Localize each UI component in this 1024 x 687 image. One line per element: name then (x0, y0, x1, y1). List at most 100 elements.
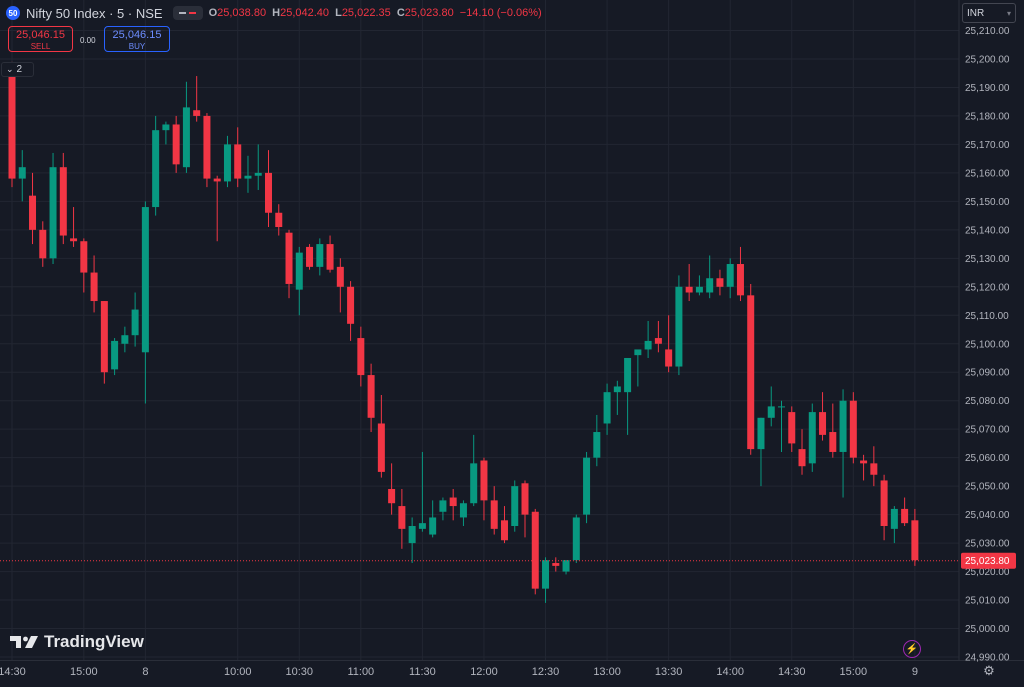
buy-price: 25,046.15 (112, 29, 162, 41)
candle (470, 434, 478, 507)
candle-body (901, 508, 909, 524)
sell-price: 25,046.15 (16, 29, 65, 41)
candle (500, 506, 508, 544)
toggle-icon[interactable] (172, 6, 203, 20)
candle (890, 506, 898, 544)
settings-icon[interactable]: ⚙ (983, 663, 995, 678)
candle (254, 144, 262, 190)
candle (70, 207, 78, 247)
candle (562, 560, 570, 575)
candle (808, 403, 816, 472)
candle (131, 292, 139, 347)
y-tick-label: 25,020.00 (965, 567, 1010, 578)
candle (357, 326, 365, 387)
candle-body (388, 488, 396, 504)
candle-body (234, 144, 242, 179)
candle-body (326, 244, 334, 270)
lightning-icon[interactable]: ⚡ (903, 640, 921, 658)
candle (665, 315, 673, 373)
candle (685, 264, 693, 302)
candle-body (521, 483, 529, 515)
candle-body (459, 503, 467, 518)
candle-body (18, 167, 26, 179)
y-tick-label: 25,160.00 (965, 168, 1010, 179)
candle (172, 115, 180, 173)
candle-body (757, 417, 765, 450)
candle (223, 135, 231, 188)
candle-body (583, 457, 591, 515)
x-tick-label: 13:30 (655, 666, 683, 678)
candle (8, 61, 16, 188)
candle-body (152, 130, 160, 208)
buy-button[interactable]: 25,046.15 BUY (104, 26, 170, 52)
candle (377, 395, 385, 478)
candle (757, 417, 765, 487)
candle-body (685, 286, 693, 293)
buy-label: BUY (128, 42, 146, 51)
candle (778, 400, 785, 452)
candle (418, 451, 426, 532)
candle-body (70, 238, 78, 242)
candle (347, 281, 355, 341)
candle (572, 514, 580, 564)
y-tick-label: 25,040.00 (965, 510, 1010, 521)
x-tick-label: 12:00 (470, 666, 498, 678)
price-axis[interactable]: 24,990.0025,000.0025,010.0025,020.0025,0… (965, 26, 1010, 664)
y-tick-label: 25,190.00 (965, 83, 1010, 94)
candle (265, 150, 272, 227)
candle-body (39, 229, 47, 259)
candle (295, 246, 303, 316)
candle-body (603, 392, 611, 424)
x-tick-label: 10:30 (286, 666, 314, 678)
candle (726, 258, 734, 299)
candle (306, 244, 314, 270)
y-tick-label: 25,080.00 (965, 396, 1010, 407)
candle (29, 172, 37, 245)
ohlc-values: O25,038.80 H25,042.40 L25,022.35 C25,023… (208, 7, 542, 19)
candle-body (306, 246, 314, 267)
candle-body (367, 375, 375, 418)
candle (39, 221, 47, 267)
candle (767, 386, 775, 427)
candle-body (808, 412, 816, 464)
sell-button[interactable]: 25,046.15 SELL (8, 26, 73, 52)
candle-body (911, 520, 919, 561)
candle-body (162, 124, 170, 131)
candle (624, 357, 632, 435)
candle (613, 380, 621, 415)
candle (336, 258, 344, 313)
candle-body (572, 517, 580, 561)
time-axis[interactable]: 14:30 15:00 8 10:00 10:30 11:00 11:30 12:00 12:3… (0, 666, 918, 678)
y-tick-label: 24,990.00 (965, 653, 1010, 664)
candle (531, 508, 539, 595)
candle-body (849, 400, 857, 458)
y-tick-label: 25,110.00 (965, 311, 1009, 322)
symbol-title[interactable]: Nifty 50 Index · 5 · NSE (26, 5, 163, 21)
last-price-tag (961, 552, 1016, 569)
x-tick-label: 11:00 (347, 666, 374, 678)
candle-body (80, 241, 88, 273)
x-tick-label: 12:30 (532, 666, 560, 678)
candle-body (449, 497, 457, 507)
candle-body (880, 480, 888, 527)
candle (901, 497, 909, 527)
candle (788, 406, 796, 452)
currency-selector[interactable]: INR ▾ (962, 3, 1016, 23)
candle-body (706, 278, 714, 293)
candle-body (398, 506, 406, 529)
indicator-legend-toggle[interactable]: ⌄ 2 (1, 62, 34, 77)
candle (244, 155, 252, 193)
candle (121, 326, 129, 353)
tradingview-logo[interactable]: TradingView (10, 632, 144, 652)
indicator-count: 2 (16, 64, 23, 75)
candle (285, 229, 293, 299)
candle-body (295, 252, 303, 290)
candle (634, 349, 642, 387)
candle (706, 255, 714, 299)
candle-body (747, 295, 755, 450)
last-price-text: 25,023.80 (965, 556, 1010, 567)
candle (695, 275, 703, 296)
candle (490, 486, 498, 535)
x-tick-label: 15:00 (70, 666, 98, 678)
